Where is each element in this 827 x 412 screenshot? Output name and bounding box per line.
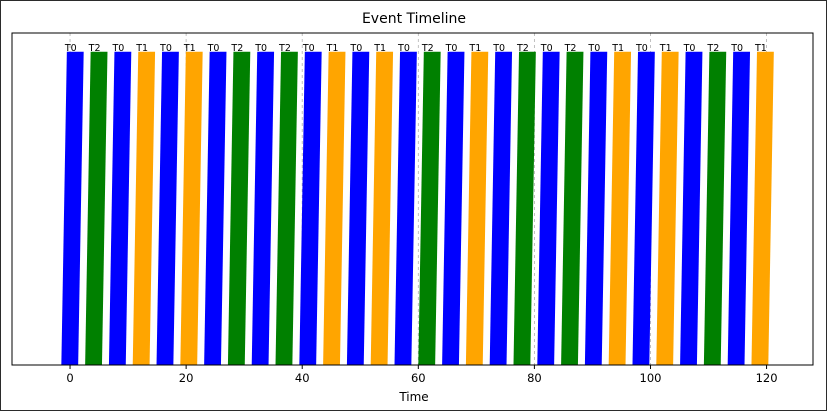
event-bar-label: T2 [88,43,101,54]
event-bar [608,51,632,366]
event-bar-label: T0 [635,43,648,54]
bar-labels-group: T0 T2 T0 T1 T0 T1 T0 T2 T0 T2 T0 T1 T0 T1 T0 T2 T0 T1 T0 T2… [64,43,767,54]
event-bar-label: T0 [730,43,743,54]
bars-group [61,51,774,366]
event-bar [394,51,417,366]
x-tick-label: 80 [527,371,542,385]
event-bar-label: T0 [64,43,77,54]
event-bar-label: T0 [492,43,505,54]
event-bar [204,51,227,366]
event-bar [751,51,774,366]
x-tick-label: 100 [640,371,662,385]
event-bar [299,51,322,366]
chart-title: Event Timeline [362,11,466,27]
event-bar [275,51,298,366]
event-bar [656,51,679,366]
event-bar [180,51,203,366]
event-bar-label: T1 [373,43,386,54]
x-tick-label: 0 [66,371,73,385]
event-bar [442,51,465,366]
event-bar-label: T0 [445,43,458,54]
event-bar-label: T0 [254,43,267,54]
event-bar [323,51,346,366]
event-bar [584,51,608,366]
x-tick-label: 20 [179,371,194,385]
event-bar-label: T1 [135,43,148,54]
event-bar-label: T1 [659,43,672,54]
x-tick-label: 40 [295,371,310,385]
event-bar-label: T2 [516,43,529,54]
event-bar-label: T1 [754,43,767,54]
event-bar-label: T0 [540,43,553,54]
event-bar-label: T1 [326,43,339,54]
event-bar [489,51,513,366]
event-bar [61,51,84,366]
event-bar [418,51,441,366]
event-bar-label: T2 [564,43,577,54]
event-bar-label: T0 [587,43,600,54]
event-bar [251,51,275,366]
event-bar-label: T2 [278,43,291,54]
plot-area [11,32,814,366]
event-bar-label: T0 [111,43,124,54]
event-bar [370,51,394,366]
event-bar [108,51,132,366]
event-bar-label: T0 [302,43,315,54]
event-bar [227,51,251,366]
event-bar [156,51,179,366]
event-bar-label: T2 [706,43,719,54]
event-bar-label: T1 [611,43,624,54]
event-bar-label: T1 [468,43,481,54]
event-bar [680,51,703,366]
event-bar [132,51,156,366]
event-bar [561,51,584,366]
event-bar-label: T1 [183,43,196,54]
event-bar-label: T0 [207,43,220,54]
x-tick-label: 120 [756,371,778,385]
event-bar [727,51,751,366]
event-bar [85,51,108,366]
event-bar [513,51,536,366]
x-ticks-group: 0 20 40 60 80 100 120 [66,365,778,385]
event-bar [703,51,727,366]
event-bar-label: T0 [397,43,410,54]
event-bar [537,51,560,366]
event-bar-label: T0 [349,43,362,54]
x-tick-label: 60 [411,371,426,385]
event-bar [346,51,370,366]
event-bar-label: T2 [421,43,434,54]
event-bar-label: T2 [230,43,243,54]
event-bar-label: T0 [683,43,696,54]
event-bar [632,51,655,366]
x-axis-label: Time [398,390,428,404]
event-bar [465,51,489,366]
event-bar-label: T0 [159,43,172,54]
